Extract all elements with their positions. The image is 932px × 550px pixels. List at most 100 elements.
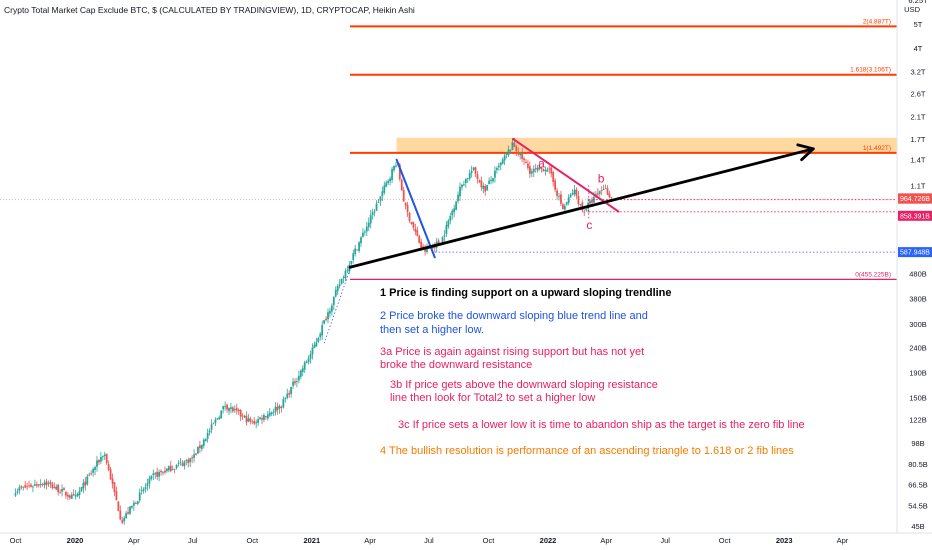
candle-body [129, 506, 131, 514]
candle-body [26, 486, 29, 488]
x-tick-label: Oct [719, 536, 732, 545]
candle-body [443, 235, 446, 237]
candle-body [51, 483, 54, 488]
candle-body [202, 439, 205, 446]
x-tick-label: 2021 [303, 536, 320, 545]
candle-body [28, 485, 30, 487]
candle-body [57, 484, 60, 493]
candle-body [544, 170, 547, 172]
candle-body [426, 247, 428, 252]
candle-body [123, 517, 126, 522]
candle-body [278, 405, 281, 409]
candle-body [45, 481, 48, 485]
y-tick-label: 300B [909, 320, 927, 329]
chart-title: Crypto Total Market Cap Exclude BTC, $ (… [4, 5, 415, 15]
rising-support-line[interactable] [348, 147, 815, 269]
candle-body [171, 469, 174, 470]
y-tick-label: 6.25T [908, 0, 928, 5]
candle-body [86, 476, 89, 485]
candle-body [395, 165, 397, 167]
candle-body [150, 475, 153, 479]
fib-label: 2(4.887T) [863, 18, 891, 25]
y-tick-label: 122B [909, 416, 927, 425]
candle-body [501, 159, 504, 164]
candle-body [78, 491, 81, 496]
candle-body [239, 409, 242, 417]
candle-body [332, 296, 335, 306]
x-tick-label: Jul [424, 536, 434, 545]
candle-body [103, 454, 106, 457]
candle-body [140, 490, 143, 492]
candle-body [482, 185, 485, 189]
candle-body [391, 169, 393, 180]
time-axis[interactable]: Oct 2020 Apr Jul Oct 2021 Apr Jul Oct 2022 Apr Jul O… [10, 536, 849, 545]
y-tick-label: 54.5B [908, 502, 928, 511]
candle-body [398, 164, 401, 180]
candle-body [371, 212, 374, 215]
y-tick-label: 2.6T [910, 90, 925, 99]
candle-body [610, 196, 613, 198]
candle-body [509, 150, 512, 152]
candle-body [470, 170, 473, 174]
candle-body [119, 510, 122, 520]
candle-body [210, 424, 213, 430]
candle-body [453, 208, 456, 213]
candle-body [154, 473, 157, 475]
candle-body [152, 473, 155, 475]
candle-body [554, 180, 557, 190]
x-tick-label: Oct [483, 536, 496, 545]
candle-body [494, 170, 496, 178]
candle-body [525, 161, 527, 164]
candle-body [521, 152, 524, 159]
candle-body [558, 195, 560, 197]
blue-downtrend-line[interactable] [395, 158, 436, 259]
candle-body [165, 468, 168, 472]
candle-body [365, 226, 368, 232]
candle-body [356, 249, 359, 251]
candle-body [461, 184, 463, 188]
candle-body [144, 487, 147, 490]
candle-body [66, 494, 69, 497]
candle-body [111, 478, 114, 484]
candle-body [530, 171, 533, 174]
candle-body [344, 270, 347, 279]
candle-body [105, 453, 108, 464]
x-tick-label: Apr [364, 536, 376, 545]
candle-body [200, 444, 203, 450]
candle-body [565, 202, 568, 205]
candle-body [377, 202, 380, 203]
x-tick-label: Apr [128, 536, 140, 545]
candle-body [389, 178, 392, 182]
y-tick-label: 5T [914, 20, 923, 29]
candle-body [84, 481, 87, 486]
y-tick-label: 1.7T [910, 135, 925, 144]
candle-body [329, 310, 331, 314]
annotation-note3b_2: line then look for Total2 to set a highe… [390, 392, 595, 404]
candle-body [319, 333, 322, 338]
candle-body [206, 432, 209, 439]
y-tick-label: 45B [911, 522, 924, 531]
candle-body [107, 464, 110, 470]
candle-body [457, 194, 459, 202]
candle-body [455, 201, 458, 210]
candle-body [24, 485, 27, 488]
candle-body [76, 493, 79, 497]
candle-body [495, 168, 498, 170]
candle-body [160, 470, 162, 473]
candle-body [464, 178, 467, 184]
candle-body [249, 418, 252, 422]
annotation-note2b: then set a higher low. [380, 324, 484, 336]
candle-body [253, 421, 256, 424]
price-axis[interactable]: 6.25T 5T 4T 3.2T 2.6T 2.1T 1.7T 1.4T 1.1T 480B 380… [908, 0, 928, 531]
candle-body [274, 406, 277, 412]
candle-body [208, 430, 211, 433]
candle-body [583, 211, 586, 213]
candle-body [449, 215, 452, 221]
candle-body [598, 191, 601, 194]
pink-resistance-line[interactable] [512, 137, 620, 213]
candle-body [381, 191, 384, 197]
candle-body [121, 520, 124, 523]
candle-body [49, 481, 52, 485]
candle-body [37, 484, 40, 486]
candle-body [237, 409, 240, 412]
